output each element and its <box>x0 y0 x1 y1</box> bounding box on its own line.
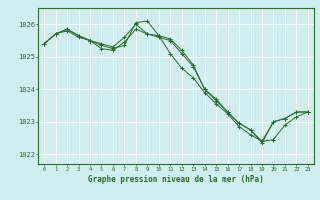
X-axis label: Graphe pression niveau de la mer (hPa): Graphe pression niveau de la mer (hPa) <box>88 175 264 184</box>
